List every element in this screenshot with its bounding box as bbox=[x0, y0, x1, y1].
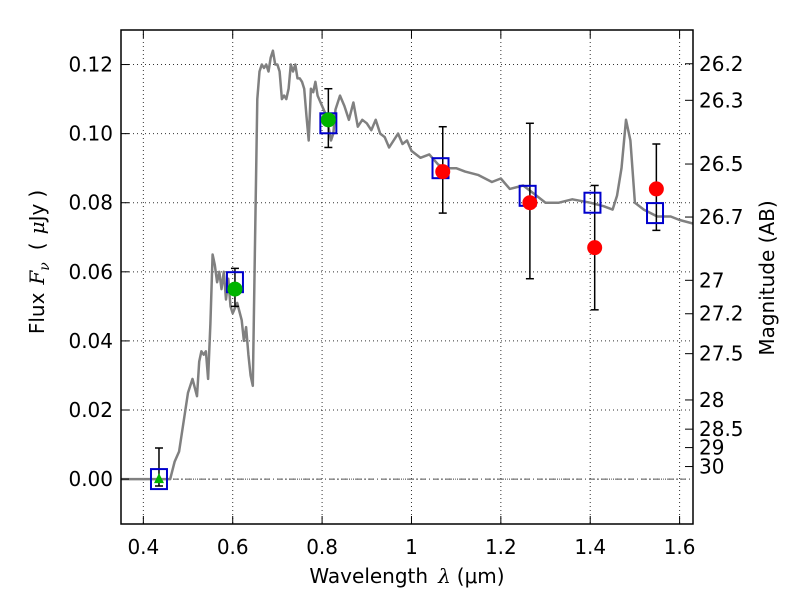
observed-nir-point bbox=[648, 181, 664, 197]
x-tick-label: 1 bbox=[405, 535, 418, 559]
square-marker bbox=[149, 468, 168, 491]
x-tick-label: 1.6 bbox=[664, 535, 696, 559]
y-axis-label: FluxFν(μJy) bbox=[25, 190, 53, 334]
x-tick-label: 0.8 bbox=[306, 535, 338, 559]
y-tick-label: 0.12 bbox=[68, 53, 113, 77]
right-tick-label: 28 bbox=[699, 388, 724, 412]
observed-nir-point bbox=[522, 195, 538, 211]
right-axis-label: Magnitude (AB) bbox=[755, 200, 779, 355]
x-tick-label: 0.4 bbox=[127, 535, 159, 559]
observed-nir-point bbox=[435, 164, 451, 180]
square-marker bbox=[583, 191, 602, 214]
y-axis-ticks: 0.00 0.02 0.04 0.06 0.08 0.10 0.12 bbox=[68, 53, 129, 491]
right-tick-label: 26.5 bbox=[699, 152, 744, 176]
square-marker bbox=[646, 202, 665, 225]
x-tick-label: 1.2 bbox=[485, 535, 517, 559]
x-axis-label: Wavelength λ (μm) bbox=[309, 564, 504, 588]
y-tick-label: 0.10 bbox=[68, 122, 113, 146]
right-tick-label: 27.2 bbox=[699, 302, 744, 326]
right-tick-label: 30 bbox=[699, 455, 724, 479]
y-tick-label: 0.08 bbox=[68, 191, 113, 215]
observed-nir-point bbox=[587, 240, 603, 256]
y-tick-label: 0.06 bbox=[68, 260, 113, 284]
grid bbox=[121, 30, 693, 524]
y-tick-label: 0.02 bbox=[68, 398, 113, 422]
plot-frame bbox=[120, 29, 694, 525]
y-tick-label: 0.04 bbox=[68, 329, 113, 353]
right-tick-label: 26.7 bbox=[699, 205, 744, 229]
data-markers bbox=[149, 112, 665, 491]
x-axis-ticks: 0.4 0.6 0.8 1 1.2 1.4 1.6 bbox=[127, 30, 696, 559]
observed-optical-point bbox=[320, 112, 336, 128]
right-tick-label: 28.5 bbox=[699, 417, 744, 441]
observed-optical-point bbox=[227, 281, 243, 297]
right-tick-label: 27.5 bbox=[699, 342, 744, 366]
right-tick-label: 27 bbox=[699, 268, 724, 292]
model-spectrum-line bbox=[121, 49, 693, 481]
y-tick-label: 0.00 bbox=[68, 467, 113, 491]
right-tick-label: 29 bbox=[699, 436, 724, 460]
x-tick-label: 0.6 bbox=[217, 535, 249, 559]
x-tick-label: 1.4 bbox=[574, 535, 606, 559]
triangle-marker bbox=[153, 473, 164, 484]
right-tick-label: 26.3 bbox=[699, 88, 744, 112]
right-tick-label: 26.2 bbox=[699, 52, 744, 76]
